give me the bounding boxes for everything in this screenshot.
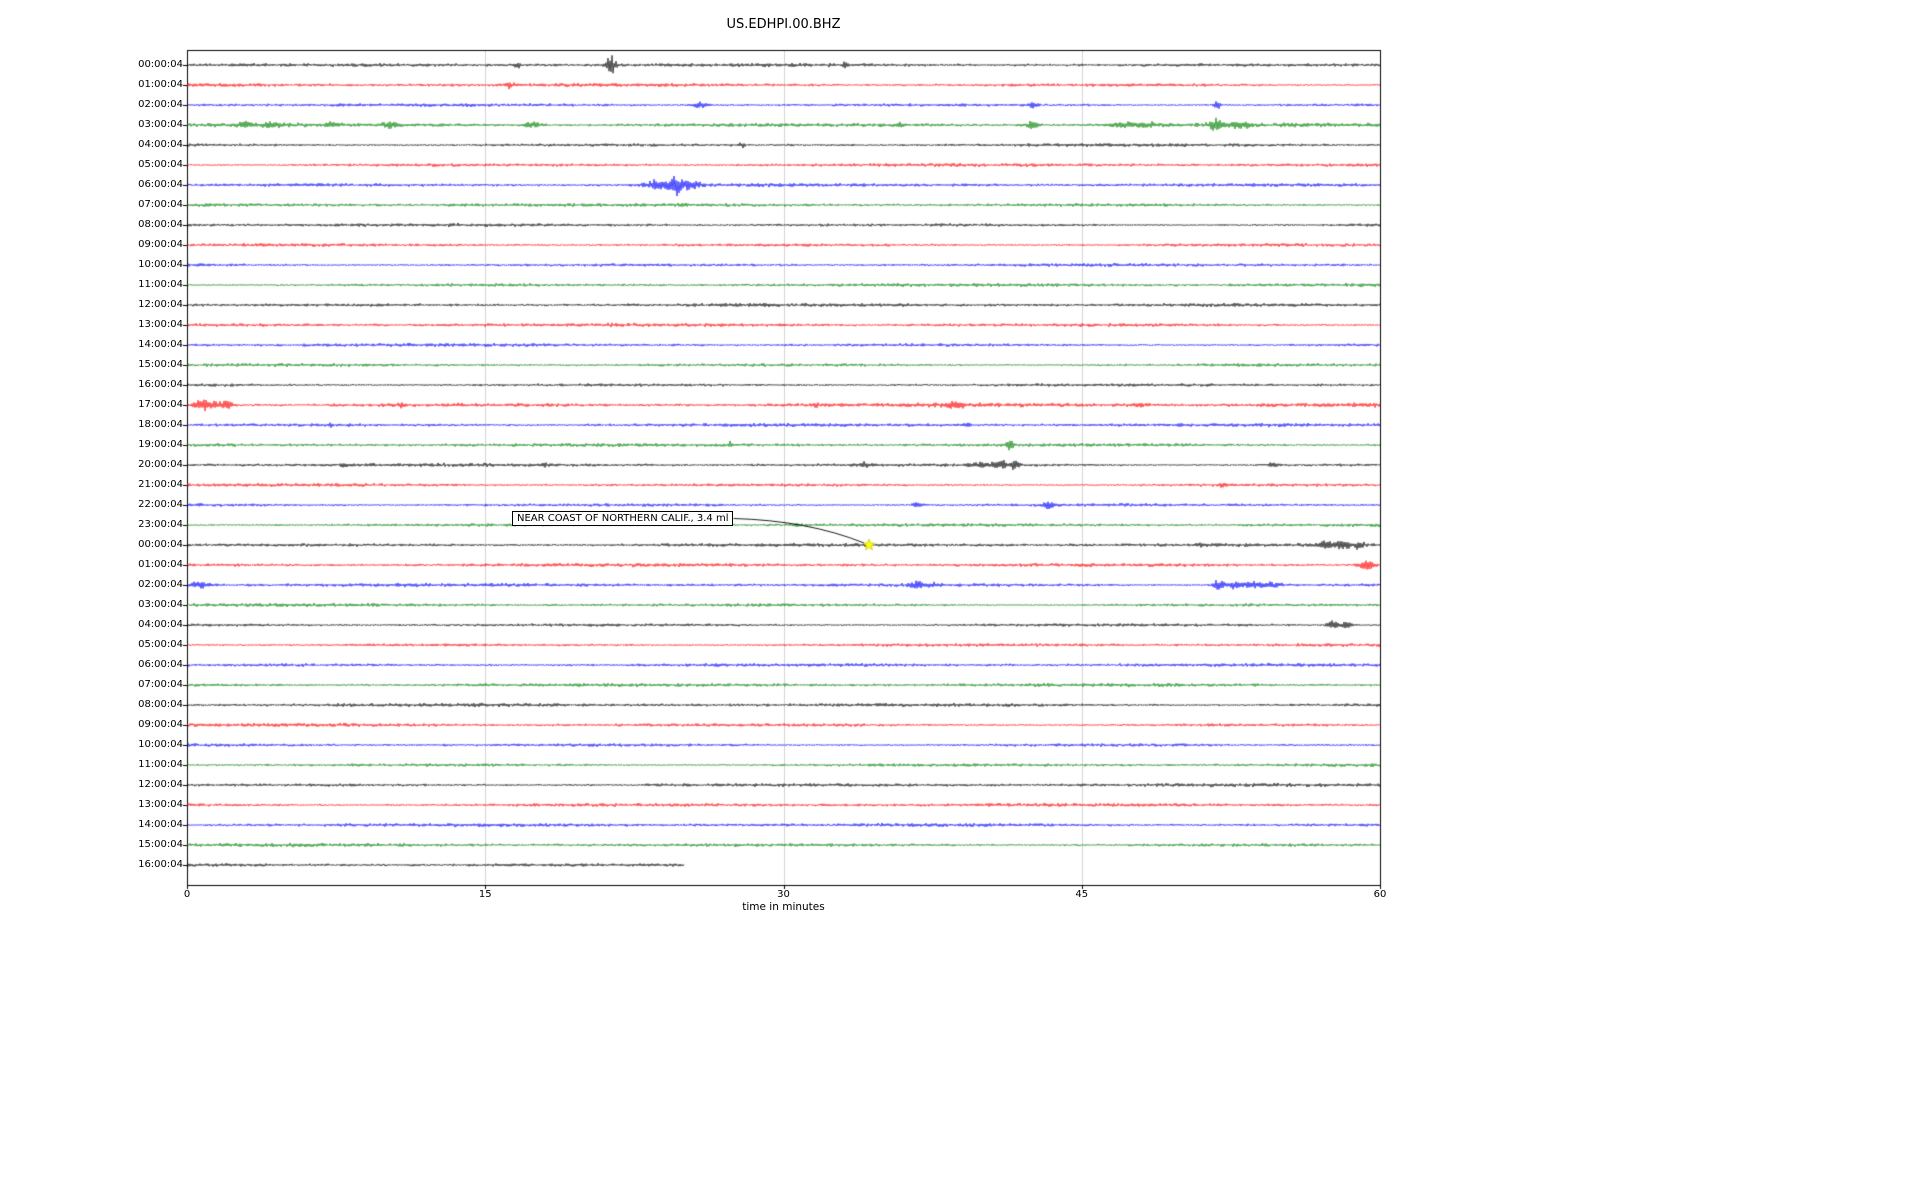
- chart-title: US.EDHPI.00.BHZ: [726, 17, 841, 32]
- x-axis-label: time in minutes: [742, 901, 825, 913]
- event-annotation: NEAR COAST OF NORTHERN CALIF., 3.4 ml: [512, 511, 734, 526]
